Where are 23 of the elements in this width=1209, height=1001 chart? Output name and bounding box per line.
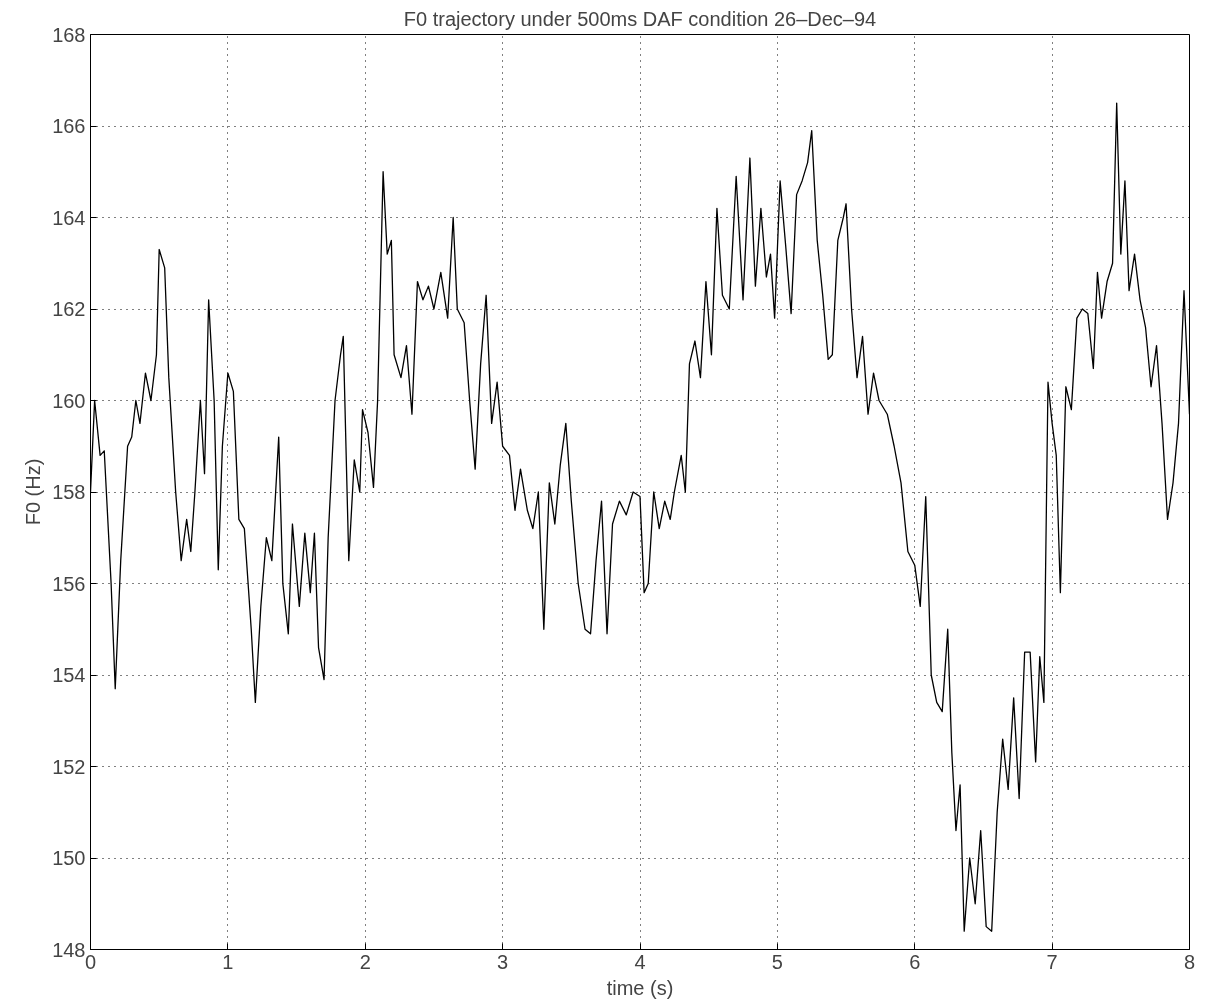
- y-tick-label: 164: [52, 206, 86, 229]
- y-tick-label: 162: [52, 298, 86, 320]
- x-tick-label: 6: [909, 950, 921, 973]
- x-tick-label: 2: [359, 950, 371, 973]
- y-tick-label: 160: [52, 389, 86, 412]
- x-tick-label: 4: [634, 950, 646, 973]
- y-tick-label: 154: [52, 664, 86, 686]
- x-axis-title: time (s): [606, 976, 674, 999]
- y-tick-label: 152: [52, 755, 86, 778]
- x-tick-label: 3: [497, 950, 509, 973]
- y-tick-label: 156: [52, 572, 86, 595]
- y-tick-label: 148: [52, 938, 86, 961]
- y-tick-label: 168: [52, 23, 86, 46]
- x-tick-label: 7: [1046, 950, 1058, 973]
- y-axis-title: F0 (Hz): [22, 458, 45, 526]
- y-tick-label: 158: [52, 481, 86, 503]
- x-tick-label: 8: [1183, 950, 1196, 973]
- x-tick-label: 1: [222, 950, 234, 973]
- y-tick-label: 166: [52, 115, 86, 137]
- x-tick-label: 5: [771, 950, 783, 973]
- x-tick-label: 0: [84, 950, 97, 973]
- y-tick-label: 150: [52, 847, 86, 869]
- chart-title: F0 trajectory under 500ms DAF condition 26–Dec–94: [403, 7, 877, 30]
